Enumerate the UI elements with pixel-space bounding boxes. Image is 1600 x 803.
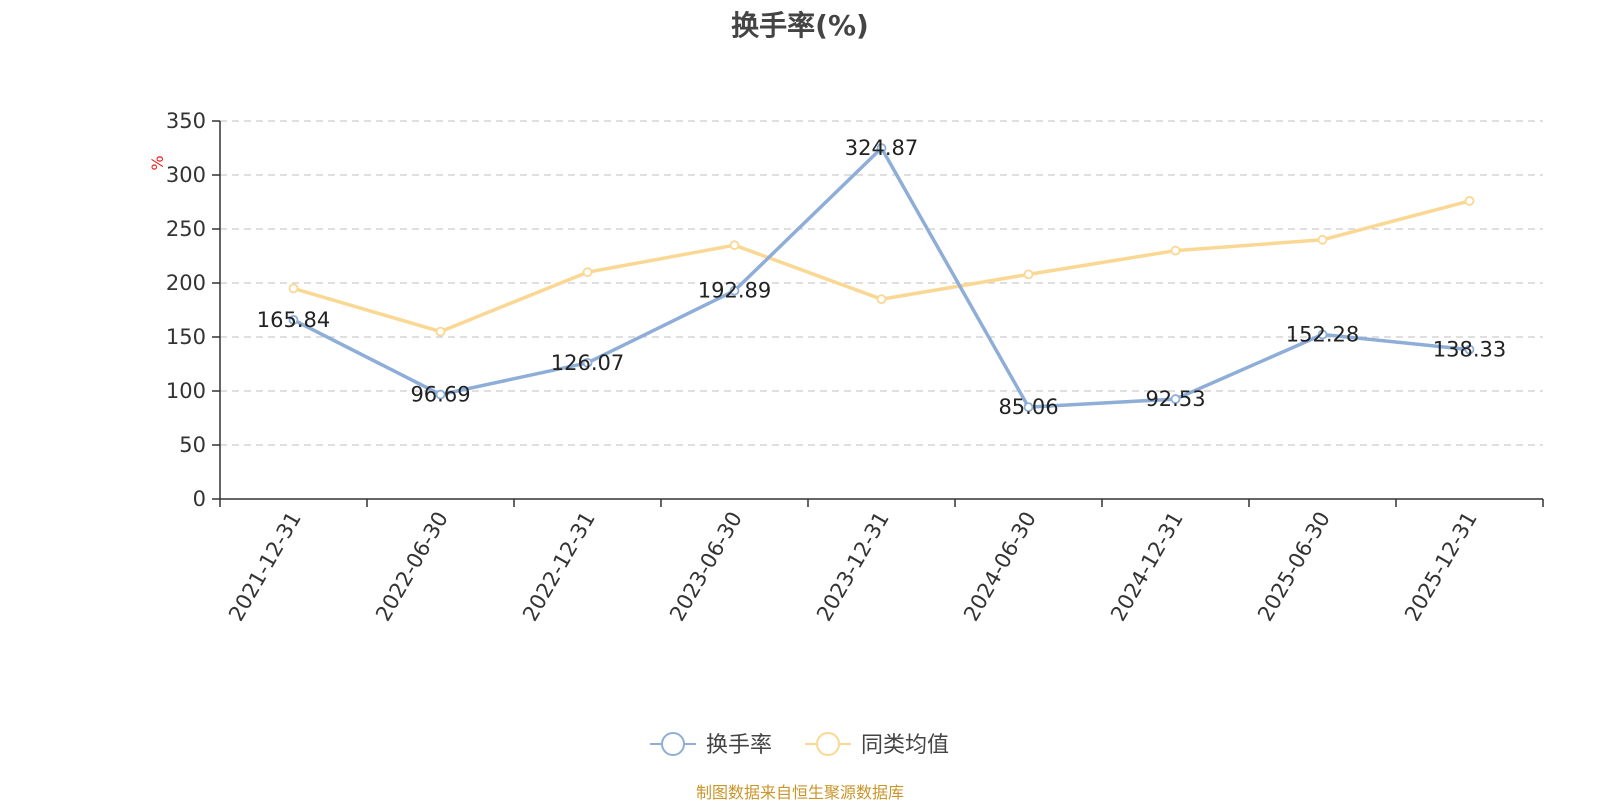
data-point: [1170, 394, 1181, 404]
data-point: [1023, 269, 1034, 280]
x-tick-label: 2021-12-31: [224, 508, 306, 626]
legend-label: 换手率: [706, 733, 772, 758]
data-point: [729, 240, 740, 251]
data-label: 192.89: [698, 279, 771, 303]
y-tick-label: 150: [166, 325, 206, 349]
data-label: 138.33: [1433, 338, 1506, 362]
data-point: [435, 326, 446, 337]
x-tick-label: 2023-12-31: [812, 508, 894, 626]
y-axis-unit: %: [148, 155, 167, 170]
x-tick-label: 2022-06-30: [371, 508, 453, 626]
data-point: [729, 285, 740, 296]
data-labels: 165.84 96.69 126.07 192.89 324.87 85.06 92.53 1…: [257, 136, 1506, 419]
data-point: [1170, 245, 1181, 256]
x-tick-label: 2024-12-31: [1106, 508, 1188, 626]
data-point: [876, 294, 887, 305]
y-tick-label: 0: [193, 487, 206, 511]
series: [288, 143, 1475, 413]
x-tick-label: 2025-06-30: [1253, 508, 1335, 626]
data-point: [582, 357, 593, 368]
data-point: [876, 143, 887, 154]
x-tick-label: 2022-12-31: [518, 508, 600, 626]
data-label: 152.28: [1286, 323, 1359, 347]
y-tick-label: 250: [166, 217, 206, 241]
legend-label: 同类均值: [861, 733, 949, 758]
data-label: 85.06: [998, 395, 1058, 419]
data-label: 165.84: [257, 308, 330, 332]
source-note: 制图数据来自恒生聚源数据库: [695, 783, 904, 802]
data-label: 92.53: [1145, 387, 1205, 411]
data-point: [1317, 234, 1328, 245]
data-point: [1023, 402, 1034, 413]
x-tick-label: 2023-06-30: [665, 508, 747, 626]
data-point: [582, 267, 593, 278]
chart-title: 换手率(%): [731, 9, 869, 42]
data-point: [1464, 344, 1475, 355]
x-tick-label: 2024-06-30: [959, 508, 1041, 626]
axes: 0 50 100 150 200 250 300 350% 2021-12-31 2022-06-…: [148, 109, 1544, 626]
legend-marker: [816, 732, 840, 756]
legend-marker: [661, 732, 685, 756]
data-point: [1464, 196, 1475, 206]
data-point: [1317, 329, 1328, 340]
data-label: 96.69: [410, 383, 470, 407]
y-tick-label: 100: [166, 379, 206, 403]
data-point: [288, 283, 299, 294]
y-tick-label: 300: [166, 163, 206, 187]
data-label: 126.07: [551, 351, 624, 375]
legend: 换手率 同类均值: [650, 732, 949, 758]
series-line: [293, 199, 1470, 334]
data-label: 324.87: [845, 136, 918, 160]
data-point: [435, 389, 446, 400]
series-line: [292, 146, 1470, 409]
x-tick-label: 2025-12-31: [1400, 508, 1482, 626]
y-tick-label: 50: [179, 433, 206, 457]
y-tick-label: 350: [166, 109, 206, 133]
y-tick-label: 200: [166, 271, 206, 295]
data-point: [288, 314, 299, 325]
